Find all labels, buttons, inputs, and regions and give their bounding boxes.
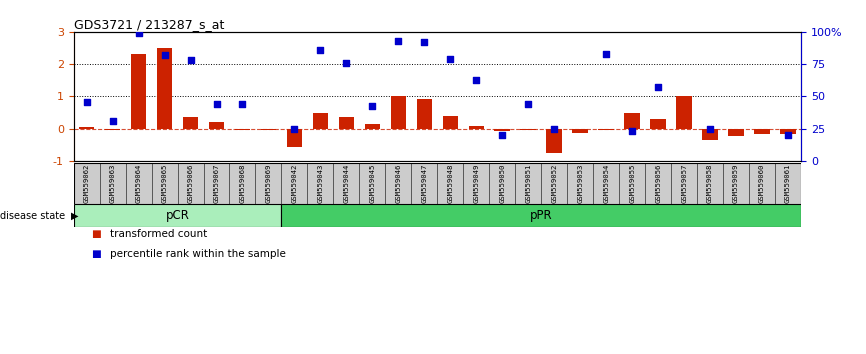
Bar [79, 127, 94, 129]
Text: GSM559051: GSM559051 [526, 164, 531, 203]
Text: GSM559053: GSM559053 [578, 164, 583, 203]
Text: GSM559049: GSM559049 [474, 164, 479, 203]
Bar [157, 48, 172, 129]
Point [547, 126, 561, 132]
Point [210, 101, 223, 107]
Text: GSM559065: GSM559065 [162, 164, 167, 203]
Text: GSM559046: GSM559046 [396, 164, 401, 203]
Text: GSM559064: GSM559064 [136, 164, 141, 203]
Point [236, 101, 249, 107]
Bar [339, 118, 354, 129]
Point [443, 56, 457, 62]
Text: ■: ■ [91, 249, 100, 259]
Bar [728, 129, 744, 136]
Text: GSM559055: GSM559055 [630, 164, 635, 203]
Point [132, 30, 145, 36]
Bar [74, 204, 281, 227]
Text: ■: ■ [91, 229, 100, 239]
Text: GSM559066: GSM559066 [188, 164, 193, 203]
Text: GSM559067: GSM559067 [214, 164, 219, 203]
Text: GSM559048: GSM559048 [448, 164, 453, 203]
Point [599, 51, 613, 57]
Bar [650, 119, 666, 129]
Point [391, 38, 405, 44]
Bar [598, 129, 614, 130]
Bar [287, 129, 302, 147]
Bar [391, 96, 406, 129]
Bar [131, 55, 146, 129]
Text: GSM559045: GSM559045 [370, 164, 375, 203]
Text: ▶: ▶ [71, 211, 79, 221]
Text: GSM559061: GSM559061 [785, 164, 791, 203]
Text: GSM559054: GSM559054 [604, 164, 609, 203]
Bar [702, 129, 718, 140]
Point [158, 52, 171, 58]
Text: GDS3721 / 213287_s_at: GDS3721 / 213287_s_at [74, 18, 224, 31]
Text: GSM559047: GSM559047 [422, 164, 427, 203]
Bar [572, 129, 588, 133]
Point [339, 60, 353, 66]
Text: GSM559044: GSM559044 [344, 164, 349, 203]
Point [495, 132, 509, 138]
Text: GSM559062: GSM559062 [84, 164, 89, 203]
Text: percentile rank within the sample: percentile rank within the sample [110, 249, 286, 259]
Text: pCR: pCR [165, 209, 190, 222]
Bar [520, 129, 536, 130]
Bar [261, 129, 276, 130]
Bar [235, 129, 250, 130]
Bar [469, 126, 484, 129]
Bar [754, 129, 770, 133]
Text: GSM559042: GSM559042 [292, 164, 297, 203]
Point [469, 77, 483, 82]
Text: GSM559058: GSM559058 [708, 164, 713, 203]
Bar [105, 129, 120, 130]
Bar [676, 96, 692, 129]
Bar [183, 118, 198, 129]
Text: GSM559059: GSM559059 [734, 164, 739, 203]
Text: GSM559069: GSM559069 [266, 164, 271, 203]
Point [625, 129, 639, 134]
Point [521, 101, 535, 107]
Bar [624, 113, 640, 129]
Point [417, 39, 431, 45]
Bar [365, 124, 380, 129]
Point [703, 126, 717, 132]
Point [288, 126, 301, 132]
Text: GSM559052: GSM559052 [552, 164, 557, 203]
Point [313, 47, 327, 53]
Text: GSM559050: GSM559050 [500, 164, 505, 203]
Bar [417, 99, 432, 129]
Text: GSM559043: GSM559043 [318, 164, 323, 203]
Text: GSM559060: GSM559060 [759, 164, 765, 203]
Point [184, 57, 197, 63]
Bar [313, 113, 328, 129]
Text: transformed count: transformed count [110, 229, 207, 239]
Text: GSM559068: GSM559068 [240, 164, 245, 203]
Point [651, 85, 665, 90]
Point [365, 103, 379, 108]
Point [80, 99, 94, 104]
Bar [209, 122, 224, 129]
Text: GSM559056: GSM559056 [656, 164, 661, 203]
Text: GSM559057: GSM559057 [682, 164, 687, 203]
Bar [780, 129, 796, 133]
Bar [281, 204, 801, 227]
Text: pPR: pPR [530, 209, 553, 222]
Bar [546, 129, 562, 153]
Bar [494, 129, 510, 131]
Bar [443, 116, 458, 129]
Text: GSM559063: GSM559063 [110, 164, 115, 203]
Point [106, 118, 120, 124]
Text: disease state: disease state [0, 211, 65, 221]
Point [781, 132, 795, 138]
